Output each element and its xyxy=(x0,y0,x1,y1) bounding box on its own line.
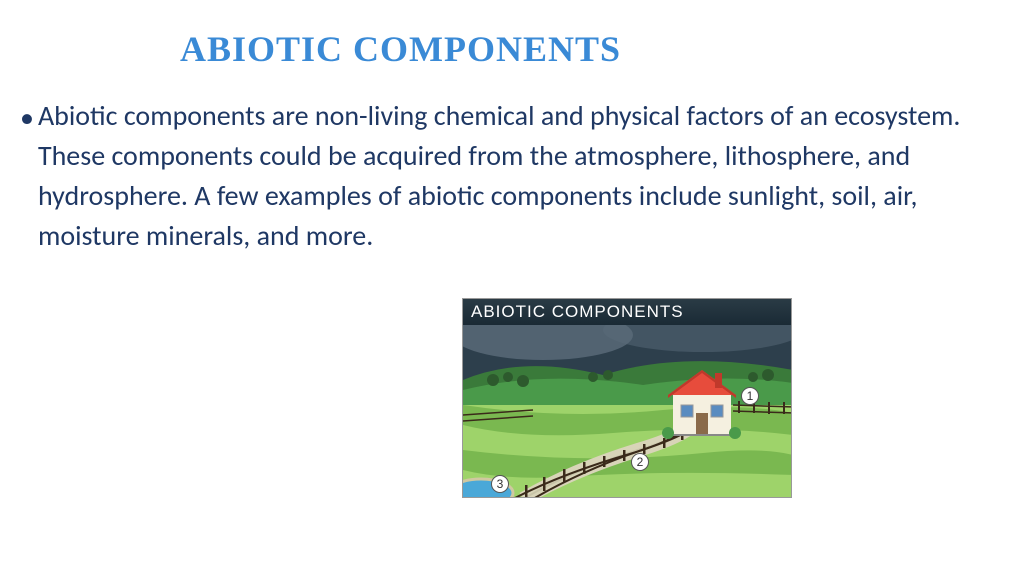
badge-1: 1 xyxy=(741,387,759,405)
badge-3: 3 xyxy=(491,475,509,493)
body-paragraph: Abiotic components are non-living chemic… xyxy=(38,96,1000,256)
badge-2: 2 xyxy=(631,453,649,471)
illustration-label: ABIOTIC COMPONENTS xyxy=(463,299,791,325)
page-title: ABIOTIC COMPONENTS xyxy=(180,28,621,70)
illustration: ABIOTIC COMPONENTS xyxy=(462,298,792,498)
bullet-item: • Abiotic components are non-living chem… xyxy=(20,96,1000,256)
illustration-scene: 1 2 3 xyxy=(463,325,791,497)
bullet-marker: • xyxy=(20,98,34,138)
